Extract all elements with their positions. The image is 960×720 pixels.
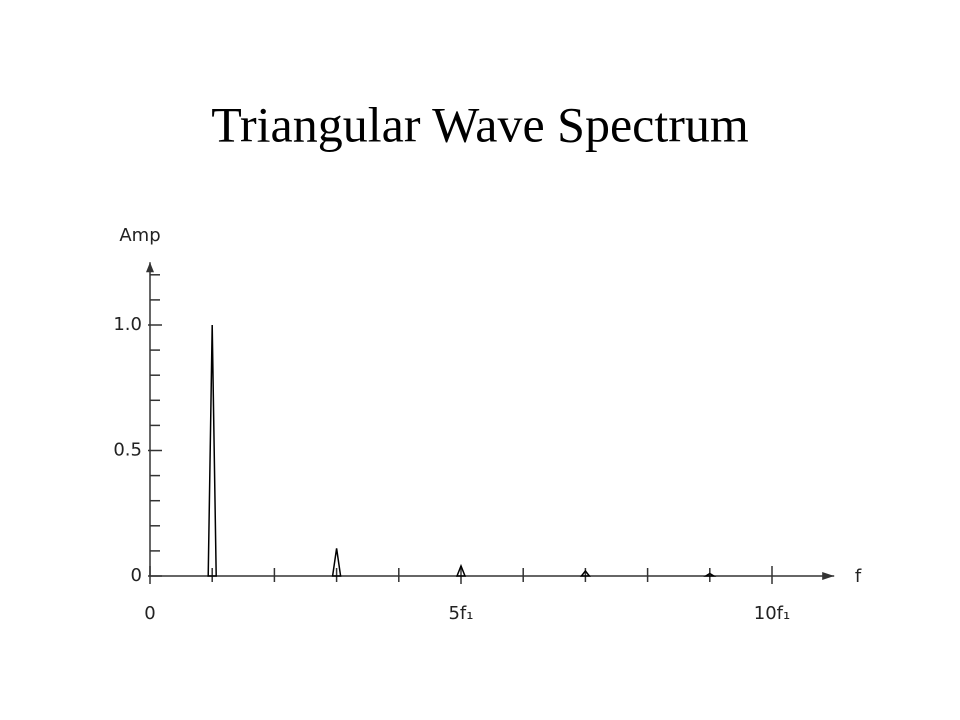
spectral-line	[207, 324, 217, 577]
y-axis-arrow	[146, 262, 154, 273]
y-tick-label: 1.0	[113, 314, 142, 335]
x-axis-label: f	[855, 566, 862, 587]
spectral-line	[455, 563, 467, 577]
x-axis-arrow	[822, 572, 835, 580]
spectral-line	[703, 572, 717, 577]
spectral-line	[579, 569, 591, 577]
spectral-line	[331, 548, 342, 577]
chart-title: Triangular Wave Spectrum	[211, 96, 749, 152]
y-tick-label: 0.5	[113, 440, 142, 461]
x-tick-label: 0	[144, 603, 155, 624]
y-tick-label: 0	[131, 565, 142, 586]
x-tick-label: 10f₁	[754, 603, 790, 624]
x-tick-label: 5f₁	[448, 603, 473, 624]
y-axis-label: Amp	[119, 225, 160, 246]
